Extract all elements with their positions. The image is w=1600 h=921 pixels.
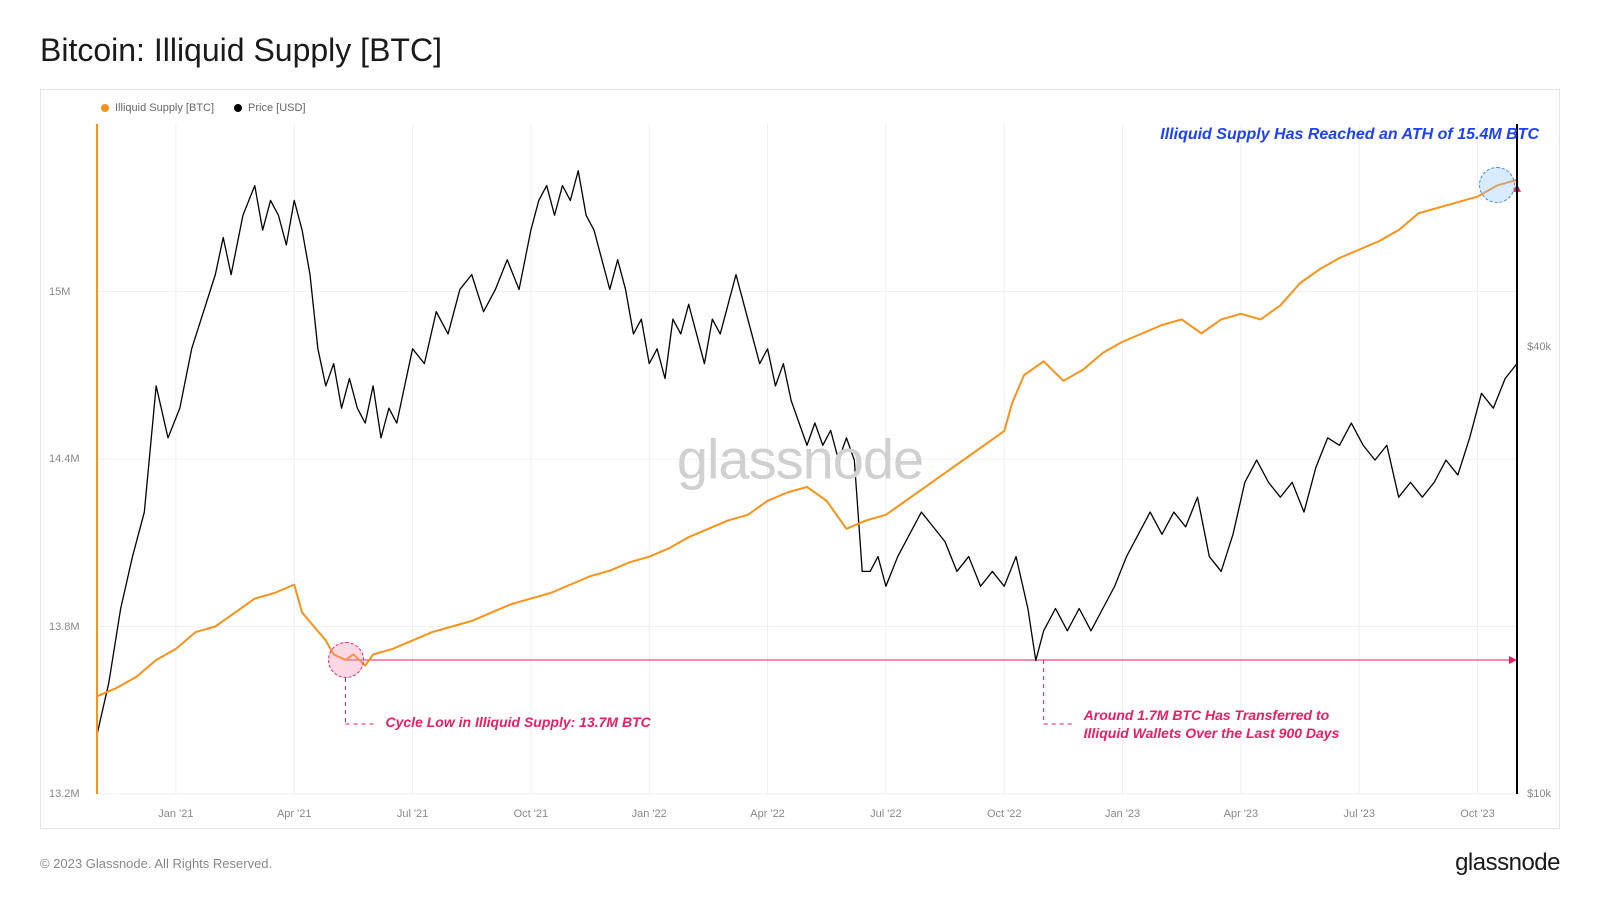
x-tick-label: Jan '21 (158, 808, 193, 820)
y-left-tick-label: 14.4M (49, 453, 80, 465)
chart-container: Illiquid Supply [BTC] Price [USD] glassn… (40, 89, 1560, 829)
x-tick-label: Oct '23 (1460, 808, 1495, 820)
legend-label-illiquid: Illiquid Supply [BTC] (115, 102, 214, 114)
y-right-tick-label: $40k (1527, 341, 1551, 353)
copyright: © 2023 Glassnode. All Rights Reserved. (40, 856, 272, 871)
annotation-transfer-line2: Illiquid Wallets Over the Last 900 Days (1084, 725, 1340, 741)
annotation-transfer: Around 1.7M BTC Has Transferred to Illiq… (1084, 706, 1340, 742)
x-tick-label: Jan '23 (1105, 808, 1140, 820)
x-tick-label: Oct '22 (987, 808, 1022, 820)
legend-dot-illiquid (101, 104, 109, 112)
annotation-cycle-low: Cycle Low in Illiquid Supply: 13.7M BTC (386, 714, 651, 730)
x-tick-label: Jul '21 (397, 808, 428, 820)
x-tick-label: Apr '23 (1224, 808, 1259, 820)
chart-title: Bitcoin: Illiquid Supply [BTC] (40, 32, 1560, 69)
legend-item-price: Price [USD] (234, 102, 305, 114)
legend-item-illiquid: Illiquid Supply [BTC] (101, 102, 214, 114)
y-left-tick-label: 13.2M (49, 788, 80, 800)
footer: © 2023 Glassnode. All Rights Reserved. g… (40, 849, 1560, 877)
annotation-ath: Illiquid Supply Has Reached an ATH of 15… (1160, 126, 1539, 144)
x-tick-label: Jan '22 (632, 808, 667, 820)
x-tick-label: Jul '22 (870, 808, 901, 820)
y-left-tick-label: 13.8M (49, 621, 80, 633)
legend: Illiquid Supply [BTC] Price [USD] (101, 102, 306, 114)
x-tick-label: Jul '23 (1343, 808, 1374, 820)
y-right-tick-label: $10k (1527, 788, 1551, 800)
annotation-transfer-line1: Around 1.7M BTC Has Transferred to (1084, 707, 1330, 723)
legend-label-price: Price [USD] (248, 102, 305, 114)
legend-dot-price (234, 104, 242, 112)
y-left-tick-label: 15M (49, 286, 70, 298)
brand-logo: glassnode (1455, 849, 1560, 877)
x-tick-label: Oct '21 (514, 808, 549, 820)
highlight-cycle-low-icon (328, 642, 364, 678)
x-tick-label: Apr '21 (277, 808, 312, 820)
x-tick-label: Apr '22 (750, 808, 785, 820)
